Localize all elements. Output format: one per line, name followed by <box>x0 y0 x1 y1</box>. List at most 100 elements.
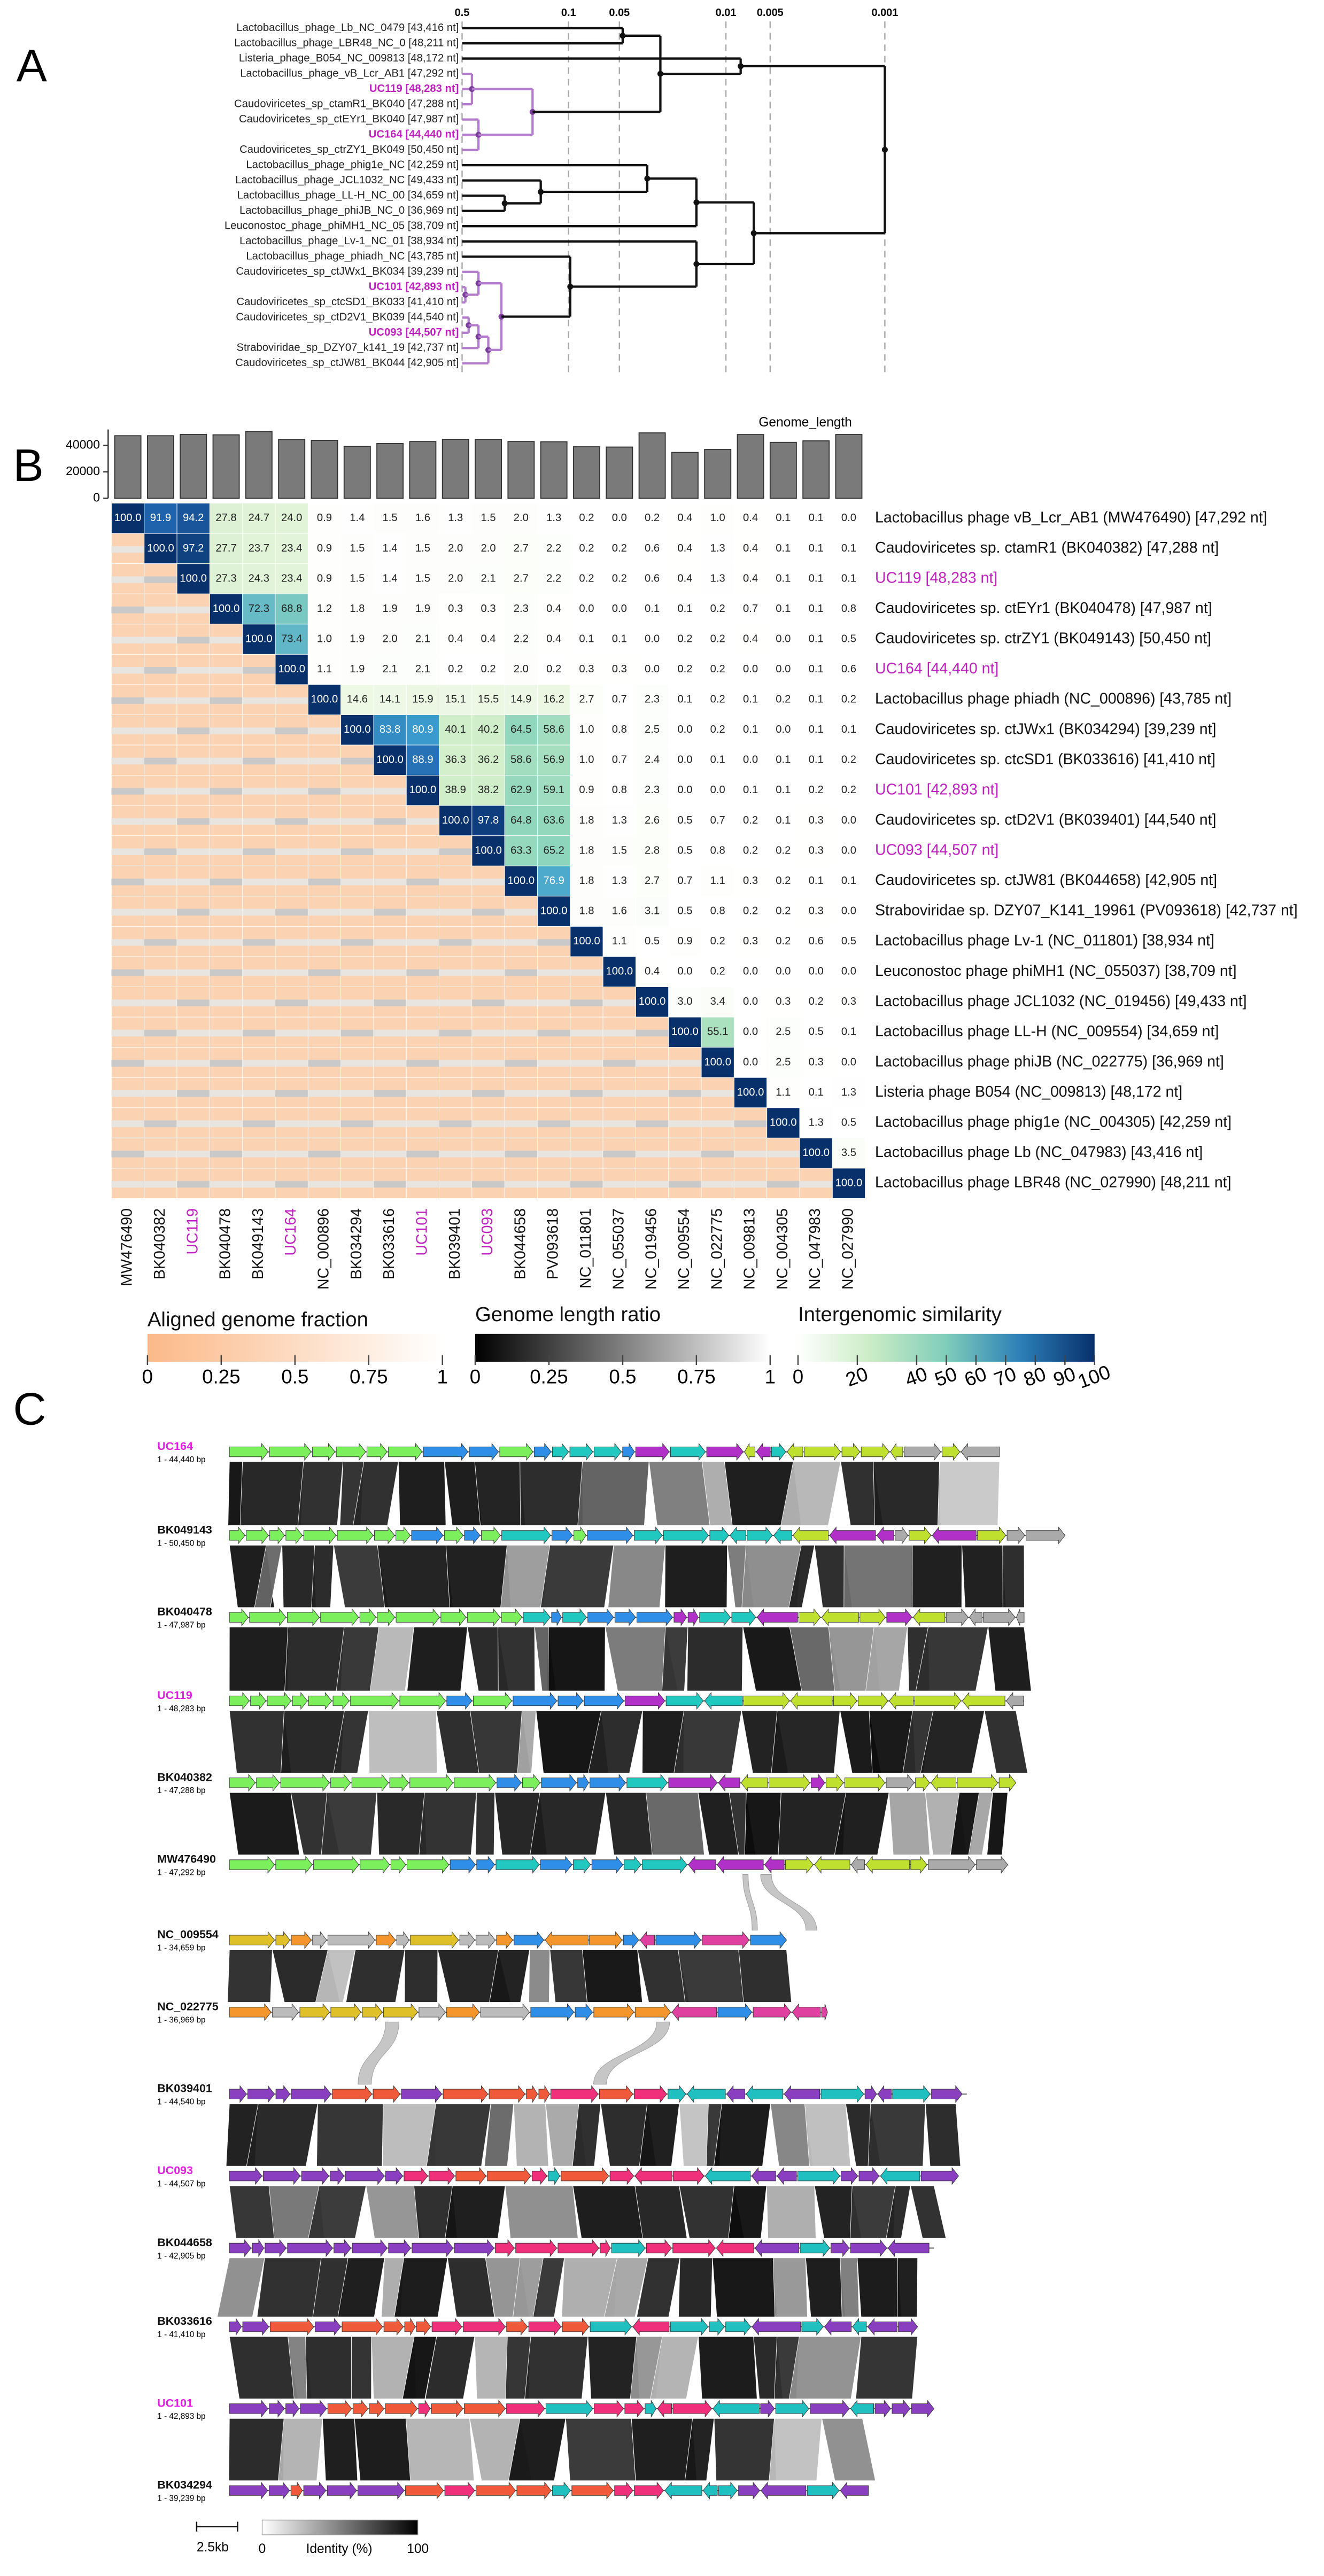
gene-arrow <box>410 1931 459 1949</box>
synteny-band <box>778 1792 847 1856</box>
gene-arrow <box>777 2167 797 2185</box>
synteny-band <box>484 2104 514 2167</box>
similarity-cell <box>471 624 505 655</box>
synteny-band <box>873 1461 941 1526</box>
ratio-strip <box>406 1120 439 1127</box>
gene-arrow <box>330 2003 362 2021</box>
ratio-strip <box>242 1181 276 1188</box>
gene-arrow <box>300 2400 327 2418</box>
similarity-value: 36.2 <box>478 754 499 766</box>
gene-arrow <box>312 1442 336 1461</box>
legend-tick-label: 0.5 <box>281 1365 308 1387</box>
ratio-strip <box>308 1029 341 1037</box>
similarity-value: 0.1 <box>776 754 791 766</box>
similarity-cell <box>635 835 669 866</box>
synteny-band <box>377 1545 454 1608</box>
ratio-strip <box>210 788 243 795</box>
ratio-strip <box>505 909 538 916</box>
row-label: Lactobacillus phage JCL1032 (NC_019456) … <box>875 992 1247 1010</box>
gene-arrow <box>229 1692 250 1710</box>
synteny-band <box>742 1874 758 1931</box>
synteny-band <box>840 2257 860 2317</box>
similarity-cell <box>668 654 702 685</box>
genome-name: UC093 <box>157 2164 193 2177</box>
synteny-band <box>321 1792 377 1856</box>
genome-length-bar <box>704 448 732 499</box>
ratio-strip <box>340 757 374 765</box>
ratio-strip <box>636 1181 669 1188</box>
similarity-cell <box>471 563 505 594</box>
ratio-strip <box>701 1151 734 1158</box>
similarity-cell <box>668 593 702 625</box>
similarity-cell <box>406 654 440 685</box>
similarity-value: 73.4 <box>281 633 302 645</box>
similarity-cell <box>307 503 342 534</box>
similarity-cell <box>406 715 440 746</box>
synteny-band <box>593 2021 670 2085</box>
ratio-strip <box>275 697 308 704</box>
gene-arrow <box>551 2085 599 2103</box>
synteny-band <box>528 1950 551 2003</box>
gene-arrow <box>624 1856 641 1874</box>
ratio-strip <box>177 939 210 946</box>
gene-arrow <box>501 1608 523 1626</box>
gene-arrow <box>444 2481 475 2500</box>
gene-arrow <box>609 2167 634 2185</box>
similarity-value: 1.8 <box>579 905 594 917</box>
ratio-strip <box>144 969 177 976</box>
gene-arrow <box>269 1442 312 1461</box>
ratio-strip <box>734 1181 767 1188</box>
similarity-value: 0.2 <box>841 694 856 705</box>
gene-arrow <box>269 2317 314 2336</box>
similarity-cell <box>635 593 669 625</box>
ratio-strip <box>177 788 210 795</box>
ratio-strip <box>111 1029 144 1037</box>
gene-arrow <box>454 1774 496 1792</box>
similarity-value: 0.3 <box>743 935 758 947</box>
ratio-strip <box>373 788 407 795</box>
similarity-cell <box>406 684 440 715</box>
ratio-strip <box>242 788 276 795</box>
similarity-cell <box>570 654 603 685</box>
synteny-band <box>358 2021 399 2085</box>
similarity-cell <box>832 805 866 836</box>
gene-arrow <box>704 2167 751 2185</box>
gene-arrow <box>250 1692 267 1710</box>
ratio-strip <box>111 546 144 553</box>
similarity-value: 0.1 <box>809 724 824 735</box>
synteny-band <box>547 1627 606 1692</box>
similarity-cell <box>701 563 734 594</box>
synteny-band <box>857 2257 902 2317</box>
ratio-strip <box>373 1151 407 1158</box>
ratio-strip <box>340 1181 374 1188</box>
similarity-cell <box>537 744 571 776</box>
similarity-value: 24.3 <box>249 572 269 584</box>
similarity-cell <box>733 593 768 625</box>
column-label: BK034294 <box>348 1208 365 1279</box>
gene-arrow <box>864 2085 877 2104</box>
ratio-strip <box>144 999 177 1006</box>
leaf-label: Leuconostoc_phage_phiMH1_NC_05 [38,709 n… <box>224 220 459 232</box>
gene-arrow <box>821 1608 859 1626</box>
similarity-value: 1.0 <box>317 633 332 645</box>
similarity-value: 2.1 <box>481 572 495 584</box>
synteny-band <box>937 1461 1000 1526</box>
gene-arrow <box>558 2239 600 2257</box>
similarity-value: 2.0 <box>383 633 398 645</box>
similarity-cell <box>537 896 571 927</box>
similarity-cell <box>406 744 440 776</box>
genome-name: BK034294 <box>157 2479 212 2492</box>
gene-arrow <box>773 1526 792 1545</box>
ratio-strip <box>471 999 505 1006</box>
synteny-band <box>282 1545 316 1608</box>
ratio-strip <box>177 1029 210 1037</box>
similarity-cell <box>635 926 669 957</box>
similarity-cell <box>733 835 768 866</box>
genome-name: UC164 <box>157 1440 193 1453</box>
gene-arrow <box>880 2167 920 2185</box>
gene-arrow <box>754 2239 800 2257</box>
similarity-cell <box>406 775 440 806</box>
genome-length-bar <box>212 434 240 499</box>
ratio-strip <box>242 848 276 855</box>
similarity-value: 0.1 <box>645 603 660 615</box>
